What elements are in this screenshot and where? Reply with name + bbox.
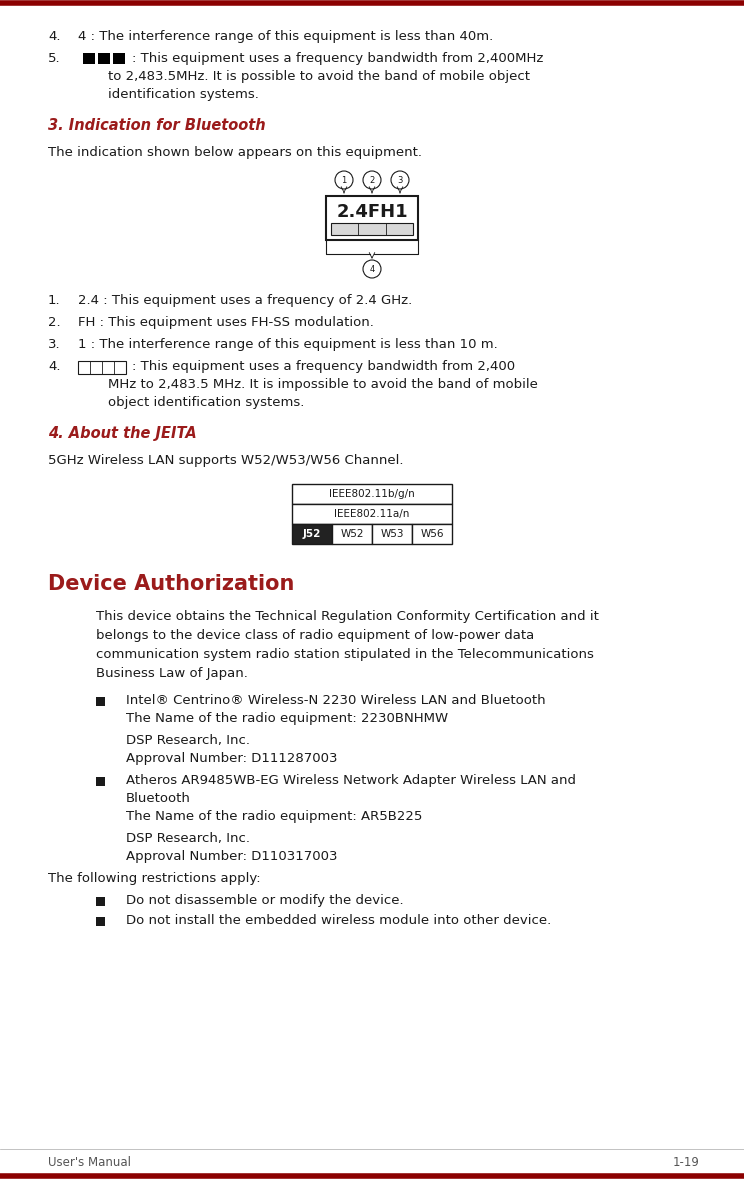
Text: Bluetooth: Bluetooth [126, 792, 191, 805]
Text: 4: 4 [369, 265, 375, 274]
Text: 2: 2 [369, 176, 375, 185]
Text: The indication shown below appears on this equipment.: The indication shown below appears on th… [48, 146, 422, 159]
Bar [96, 897, 105, 905]
Text: The following restrictions apply:: The following restrictions apply: [48, 872, 260, 885]
Text: 2.4 : This equipment uses a frequency of 2.4 GHz.: 2.4 : This equipment uses a frequency of… [78, 294, 412, 307]
Text: 2.4FH1: 2.4FH1 [336, 203, 408, 220]
Bar [83, 53, 95, 64]
Text: 3.: 3. [48, 338, 60, 351]
Bar [78, 361, 126, 374]
Bar [98, 53, 110, 64]
Text: 4. About the JEITA: 4. About the JEITA [48, 426, 196, 441]
Text: W52: W52 [340, 529, 364, 539]
Bar [96, 917, 105, 926]
Text: Approval Number: D111287003: Approval Number: D111287003 [126, 752, 338, 765]
Text: DSP Research, Inc.: DSP Research, Inc. [126, 832, 250, 845]
Text: 5GHz Wireless LAN supports W52/W53/W56 Channel.: 5GHz Wireless LAN supports W52/W53/W56 C… [48, 454, 403, 467]
Bar [113, 53, 125, 64]
Text: 3: 3 [397, 176, 403, 185]
Text: 2.: 2. [48, 316, 60, 329]
Bar [96, 697, 105, 706]
Text: Device Authorization: Device Authorization [48, 574, 295, 594]
Bar [412, 523, 452, 544]
Text: Do not install the embedded wireless module into other device.: Do not install the embedded wireless mod… [126, 914, 551, 927]
Text: W53: W53 [380, 529, 404, 539]
Bar [292, 523, 332, 544]
Text: The Name of the radio equipment: 2230BNHMW: The Name of the radio equipment: 2230BNH… [126, 712, 448, 725]
Text: User's Manual: User's Manual [48, 1155, 131, 1168]
Text: Business Law of Japan.: Business Law of Japan. [96, 667, 248, 680]
Text: belongs to the device class of radio equipment of low-power data: belongs to the device class of radio equ… [96, 630, 534, 643]
Text: IEEE802.11b/g/n: IEEE802.11b/g/n [329, 489, 415, 499]
Text: 3. Indication for Bluetooth: 3. Indication for Bluetooth [48, 118, 266, 133]
Text: MHz to 2,483.5 MHz. It is impossible to avoid the band of mobile: MHz to 2,483.5 MHz. It is impossible to … [108, 378, 538, 391]
Text: Do not disassemble or modify the device.: Do not disassemble or modify the device. [126, 894, 404, 907]
Text: 4.: 4. [48, 29, 60, 42]
Bar [331, 223, 413, 235]
Text: DSP Research, Inc.: DSP Research, Inc. [126, 735, 250, 747]
Text: This device obtains the Technical Regulation Conformity Certification and it: This device obtains the Technical Regula… [96, 610, 599, 623]
Text: 4.: 4. [48, 360, 60, 373]
Text: IEEE802.11a/n: IEEE802.11a/n [334, 509, 410, 519]
Bar [372, 523, 412, 544]
Text: 1.: 1. [48, 294, 60, 307]
Text: : This equipment uses a frequency bandwidth from 2,400MHz: : This equipment uses a frequency bandwi… [132, 52, 543, 65]
Text: 4 : The interference range of this equipment is less than 40m.: 4 : The interference range of this equip… [78, 29, 493, 42]
Bar [326, 196, 418, 241]
Bar [332, 523, 372, 544]
Text: communication system radio station stipulated in the Telecommunications: communication system radio station stipu… [96, 648, 594, 661]
Text: 5.: 5. [48, 52, 60, 65]
Text: FH : This equipment uses FH-SS modulation.: FH : This equipment uses FH-SS modulatio… [78, 316, 374, 329]
Bar [96, 777, 105, 786]
Bar [292, 485, 452, 503]
Text: Approval Number: D110317003: Approval Number: D110317003 [126, 850, 338, 863]
Text: identification systems.: identification systems. [108, 88, 259, 101]
Text: to 2,483.5MHz. It is possible to avoid the band of mobile object: to 2,483.5MHz. It is possible to avoid t… [108, 70, 530, 83]
Text: Intel® Centrino® Wireless-N 2230 Wireless LAN and Bluetooth: Intel® Centrino® Wireless-N 2230 Wireles… [126, 694, 545, 707]
Text: 1: 1 [341, 176, 347, 185]
Text: W56: W56 [420, 529, 443, 539]
Text: object identification systems.: object identification systems. [108, 396, 304, 409]
Text: The Name of the radio equipment: AR5B225: The Name of the radio equipment: AR5B225 [126, 810, 423, 823]
Text: 1 : The interference range of this equipment is less than 10 m.: 1 : The interference range of this equip… [78, 338, 498, 351]
Bar [292, 503, 452, 523]
Text: J52: J52 [303, 529, 321, 539]
Text: 1-19: 1-19 [673, 1155, 700, 1168]
Text: Atheros AR9485WB-EG Wireless Network Adapter Wireless LAN and: Atheros AR9485WB-EG Wireless Network Ada… [126, 773, 576, 788]
Text: : This equipment uses a frequency bandwidth from 2,400: : This equipment uses a frequency bandwi… [132, 360, 515, 373]
